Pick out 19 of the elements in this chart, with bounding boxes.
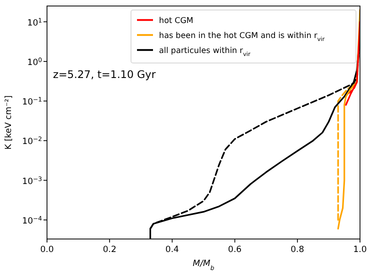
y-tick-label: 10$^{0}$ xyxy=(27,56,42,68)
x-tick-label: 0.6 xyxy=(228,245,242,255)
y-tick-label: 10$^{−3}$ xyxy=(22,175,42,187)
x-tick-label: 1.0 xyxy=(353,245,367,255)
legend-label: has been in the hot CGM and is within r$_{vir}$ xyxy=(159,31,326,43)
y-tick-label: 10$^{−4}$ xyxy=(22,214,42,226)
y-tick-label: 10$^{−2}$ xyxy=(22,136,42,148)
y-tick-label: 10$^{1}$ xyxy=(27,16,42,28)
line-series xyxy=(345,20,360,106)
x-tick-label: 0.2 xyxy=(102,245,116,255)
x-tick-label: 0.4 xyxy=(165,245,179,255)
legend-label: hot CGM xyxy=(159,16,194,25)
x-tick-label: 0.0 xyxy=(40,245,54,255)
annotation: z=5.27, t=1.10 Gyr xyxy=(53,69,156,81)
y-axis-title: K [keV cm⁻²] xyxy=(4,95,14,150)
x-axis-title: M/M$_{b}$ xyxy=(192,259,214,272)
legend-label: all particules within r$_{vir}$ xyxy=(159,46,251,58)
y-tick-label: 10$^{−1}$ xyxy=(22,96,42,108)
x-tick-label: 0.8 xyxy=(290,245,304,255)
